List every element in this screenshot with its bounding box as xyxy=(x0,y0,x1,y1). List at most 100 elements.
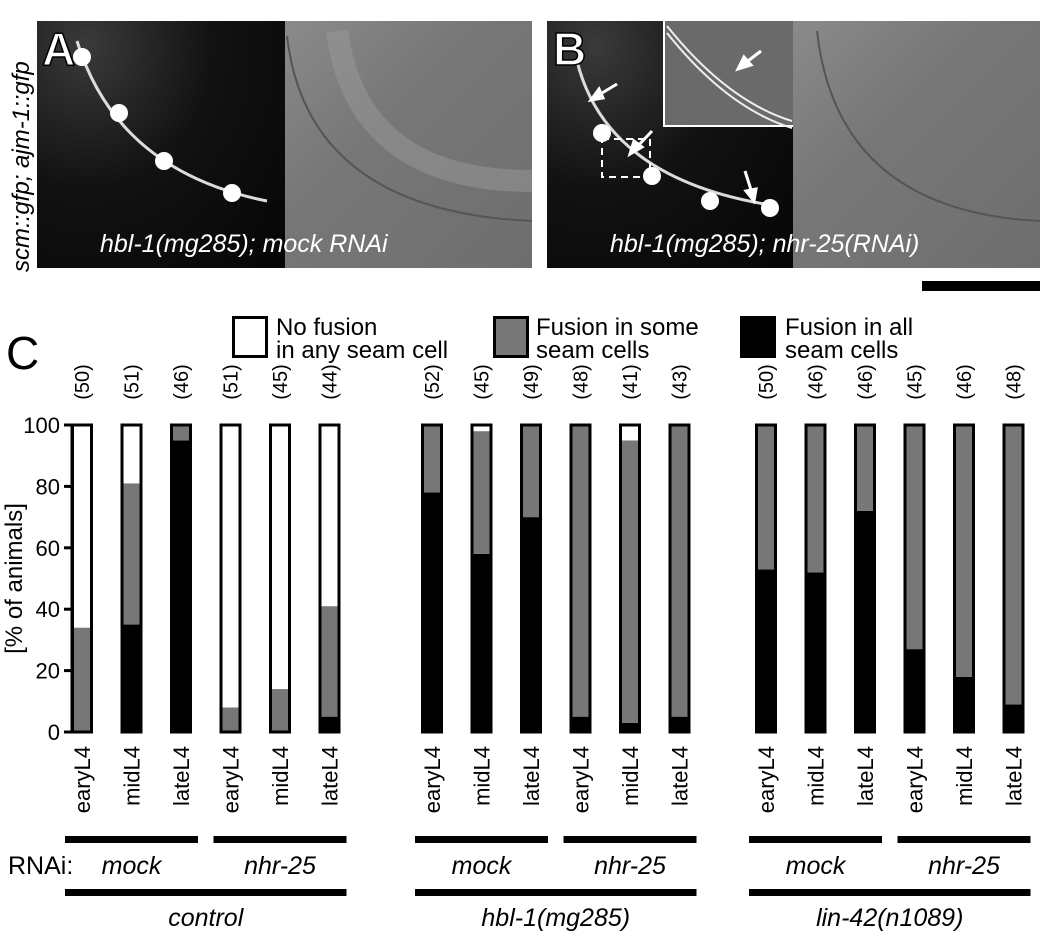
bar-segment xyxy=(905,425,924,650)
bar-count-label: (51) xyxy=(221,364,243,400)
x-tick-label: earyL4 xyxy=(569,746,594,813)
bar-segment xyxy=(122,483,141,625)
bar-segment xyxy=(270,689,290,732)
bar-segment xyxy=(806,425,825,573)
strain-group-bar xyxy=(749,889,1031,896)
rnai-group-bar xyxy=(897,836,1031,843)
legend-label-no-fusion: No fusion in any seam cell xyxy=(276,314,449,364)
bar-segment xyxy=(855,425,875,511)
bar-count-label: (46) xyxy=(171,364,193,400)
rnai-group-label: nhr-25 xyxy=(928,852,1000,880)
x-tick-label: earyL4 xyxy=(903,746,928,813)
bar-segment xyxy=(521,425,541,518)
rnai-group-label: nhr-25 xyxy=(244,852,316,880)
x-tick-label: earyL4 xyxy=(754,746,779,813)
bar-count-label: (48) xyxy=(1004,364,1026,400)
bar-count-label: (45) xyxy=(270,364,292,400)
panel-a-caption: hbl-1(mg285); mock RNAi xyxy=(100,230,388,258)
rnai-group-bar xyxy=(213,836,347,843)
bar-outline xyxy=(470,423,493,734)
bar-count-label: (48) xyxy=(571,364,593,400)
x-tick-label: midL4 xyxy=(268,746,293,806)
bar-segment xyxy=(806,572,825,732)
legend-swatch-all-fusion xyxy=(740,316,776,358)
legend-label-some-fusion: Fusion in some seam cells xyxy=(536,314,699,364)
bar-outline xyxy=(421,423,443,734)
bar-segment xyxy=(1004,704,1023,732)
x-tick-label: midL4 xyxy=(120,746,145,806)
rnai-group-label: mock xyxy=(102,852,163,880)
y-tick-label: 20 xyxy=(36,659,60,684)
panel-b-inset-image xyxy=(663,21,793,127)
bar-segment xyxy=(620,722,640,732)
strain-group-bar xyxy=(415,889,697,896)
rnai-group-bar xyxy=(415,836,548,843)
x-tick-label: earyL4 xyxy=(420,746,445,813)
bar-count-label: (45) xyxy=(905,364,927,400)
bar-count-label: (41) xyxy=(620,364,642,400)
bar-count-label: (52) xyxy=(422,364,444,400)
bar-count-label: (51) xyxy=(122,364,144,400)
panel-b-caption: hbl-1(mg285); nhr-25(RNAi) xyxy=(610,230,920,258)
bar-segment xyxy=(756,569,776,732)
scale-bar xyxy=(922,281,1040,291)
bar-outline xyxy=(170,423,192,734)
bar-count-label: (45) xyxy=(472,364,494,400)
bar-outline xyxy=(120,423,143,734)
bar-segment xyxy=(472,425,491,432)
arrow-icon xyxy=(587,82,618,103)
bar-count-label: (50) xyxy=(72,364,94,400)
bar-outline xyxy=(668,423,691,734)
x-tick-label: lateL4 xyxy=(169,746,194,806)
y-tick-label: 60 xyxy=(36,536,60,561)
bar-outline xyxy=(903,423,926,734)
bar-segment xyxy=(571,716,590,732)
legend-swatch-no-fusion xyxy=(232,316,268,358)
rnai-group-label: mock xyxy=(786,852,847,880)
rnai-group-label: mock xyxy=(452,852,513,880)
bar-segment xyxy=(472,431,491,554)
strain-group-label: hbl-1(mg285) xyxy=(481,904,630,932)
y-axis-title: [% of animals] xyxy=(1,503,28,654)
bar-segment xyxy=(472,553,491,732)
bar-count-label: (44) xyxy=(320,364,342,400)
strain-group-label: control xyxy=(168,904,244,932)
x-tick-label: midL4 xyxy=(804,746,829,806)
panel-b-letter: B xyxy=(552,22,587,76)
bar-outline xyxy=(569,423,592,734)
rnai-row-label: RNAi: xyxy=(8,852,73,880)
x-tick-label: lateL4 xyxy=(853,746,878,806)
bar-outline xyxy=(755,423,777,734)
bar-segment xyxy=(670,425,689,717)
bar-segment xyxy=(320,716,339,732)
panel-a-letter: A xyxy=(41,22,76,76)
bar-segment xyxy=(221,425,240,708)
x-tick-label: midL4 xyxy=(470,746,495,806)
bar-segment xyxy=(171,425,191,441)
x-tick-label: lateL4 xyxy=(519,746,544,806)
bar-segment xyxy=(620,440,640,723)
bar-outline xyxy=(804,423,827,734)
bar-outline xyxy=(953,423,975,734)
bar-segment xyxy=(221,707,240,732)
bar-segment xyxy=(756,425,776,570)
bar-segment xyxy=(320,425,339,607)
bar-outline xyxy=(1002,423,1025,734)
bar-outline xyxy=(269,423,291,734)
x-tick-label: earyL4 xyxy=(70,746,95,813)
bar-segment xyxy=(954,425,974,677)
x-tick-label: lateL4 xyxy=(668,746,693,806)
seam-cell-nucleus xyxy=(643,167,661,185)
x-tick-label: lateL4 xyxy=(318,746,343,806)
bar-segment xyxy=(72,425,92,628)
panel-c-letter: C xyxy=(6,327,40,379)
seam-cell-nucleus xyxy=(761,199,779,217)
arrow-icon xyxy=(627,129,654,158)
arrow-icon xyxy=(743,170,758,205)
bar-segment xyxy=(72,627,92,732)
bar-segment xyxy=(905,649,924,732)
bar-outline xyxy=(854,423,876,734)
y-tick-label: 80 xyxy=(36,474,60,499)
y-tick-label: 100 xyxy=(23,413,60,438)
